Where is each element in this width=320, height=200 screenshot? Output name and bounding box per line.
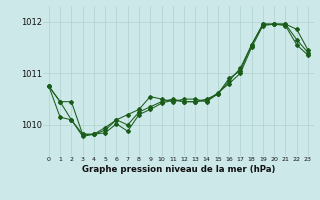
- X-axis label: Graphe pression niveau de la mer (hPa): Graphe pression niveau de la mer (hPa): [82, 165, 275, 174]
